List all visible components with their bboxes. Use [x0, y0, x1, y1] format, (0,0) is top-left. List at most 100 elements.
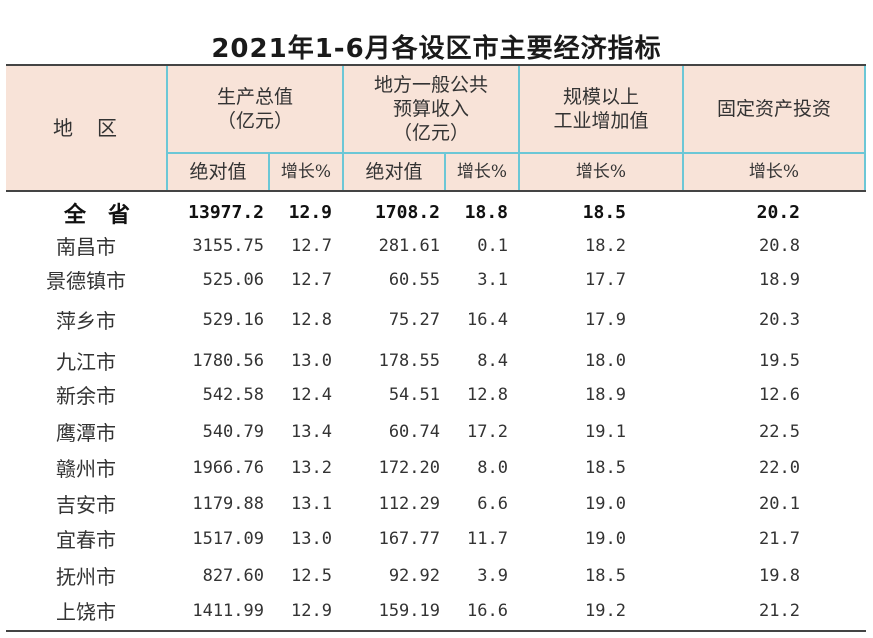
- cell-gdp: 1966.76: [192, 457, 264, 478]
- cell-ind: 18.0: [585, 350, 626, 371]
- cell-budget: 60.74: [388, 421, 440, 442]
- cell-budget: 75.27: [388, 309, 440, 330]
- header-budget-growth: 增长%: [456, 162, 508, 182]
- cell-gdp-g: 13.0: [291, 350, 332, 371]
- cell-ind: 17.7: [585, 269, 626, 290]
- header-industry: 规模以上 工业增加值: [553, 86, 649, 132]
- cell-budget: 92.92: [388, 565, 440, 586]
- region-name: 全省: [63, 201, 152, 228]
- header-divider: [682, 66, 684, 190]
- cell-budget-g: 3.9: [477, 565, 508, 586]
- cell-ind: 18.9: [585, 384, 626, 405]
- cell-budget-g: 8.4: [477, 350, 508, 371]
- cell-budget-g: 11.7: [467, 528, 508, 549]
- cell-budget-g: 3.1: [477, 269, 508, 290]
- cell-budget: 167.77: [378, 528, 440, 549]
- cell-budget: 178.55: [378, 350, 440, 371]
- cell-gdp-g: 12.9: [288, 202, 332, 223]
- header-gdp-abs: 绝对值: [189, 161, 247, 183]
- cell-budget: 112.29: [378, 493, 440, 514]
- table-title: 2021年1-6月各设区市主要经济指标: [211, 34, 662, 64]
- cell-inv: 19.8: [759, 565, 800, 586]
- region-name: 鹰潭市: [56, 421, 116, 445]
- header-investment: 固定资产投资: [716, 98, 831, 120]
- region-name: 景德镇市: [46, 269, 126, 293]
- cell-inv: 12.6: [759, 384, 800, 405]
- region-name: 萍乡市: [56, 309, 116, 333]
- cell-ind: 18.5: [582, 202, 626, 223]
- cell-ind: 18.5: [585, 457, 626, 478]
- header-investment-growth: 增长%: [748, 162, 800, 182]
- cell-inv: 22.0: [759, 457, 800, 478]
- cell-budget: 60.55: [388, 269, 440, 290]
- region-name: 九江市: [56, 350, 116, 374]
- header-budget: 地方一般公共 预算收入 （亿元）: [373, 74, 488, 144]
- table-row-total: 全省 13977.2 12.9 1708.2 18.8 18.5 20.2: [6, 196, 866, 229]
- cell-inv: 21.7: [759, 528, 800, 549]
- cell-gdp-g: 12.7: [291, 235, 332, 256]
- cell-ind: 19.0: [585, 528, 626, 549]
- cell-gdp: 827.60: [202, 565, 264, 586]
- cell-gdp-g: 12.7: [291, 269, 332, 290]
- cell-budget-g: 18.8: [464, 202, 508, 223]
- cell-gdp: 3155.75: [192, 235, 264, 256]
- cell-budget: 172.20: [378, 457, 440, 478]
- header-gdp: 生产总值 （亿元）: [216, 86, 293, 132]
- cell-gdp-g: 13.4: [291, 421, 332, 442]
- table-row: 赣州市 1966.76 13.2 172.20 8.0 18.5 22.0: [6, 451, 866, 484]
- cell-ind: 19.2: [585, 600, 626, 621]
- header-divider: [342, 66, 344, 190]
- cell-budget: 159.19: [378, 600, 440, 621]
- cell-gdp: 1411.99: [192, 600, 264, 621]
- table-bottom-rule: [6, 630, 866, 632]
- cell-ind: 18.2: [585, 235, 626, 256]
- region-name: 宜春市: [56, 528, 116, 552]
- cell-gdp-g: 12.5: [291, 565, 332, 586]
- cell-budget-g: 17.2: [467, 421, 508, 442]
- cell-inv: 21.2: [759, 600, 800, 621]
- header-region: 地 区: [53, 116, 119, 140]
- cell-budget: 54.51: [388, 384, 440, 405]
- cell-gdp-g: 12.9: [291, 600, 332, 621]
- table-row: 萍乡市 529.16 12.8 75.27 16.4 17.9 20.3: [6, 303, 866, 336]
- cell-inv: 20.2: [756, 202, 800, 223]
- cell-inv: 20.1: [759, 493, 800, 514]
- table-row: 新余市 542.58 12.4 54.51 12.8 18.9 12.6: [6, 378, 866, 411]
- cell-gdp: 529.16: [202, 309, 264, 330]
- table-row: 抚州市 827.60 12.5 92.92 3.9 18.5 19.8: [6, 559, 866, 592]
- cell-ind: 18.5: [585, 565, 626, 586]
- header-divider: [166, 152, 866, 154]
- cell-gdp-g: 12.8: [291, 309, 332, 330]
- cell-budget-g: 6.6: [477, 493, 508, 514]
- header-industry-growth: 增长%: [575, 162, 627, 182]
- table-header: 地 区 生产总值 （亿元） 地方一般公共 预算收入 （亿元） 规模以上 工业增加…: [6, 64, 866, 192]
- table-row: 景德镇市 525.06 12.7 60.55 3.1 17.7 18.9: [6, 263, 866, 296]
- cell-gdp-g: 12.4: [291, 384, 332, 405]
- region-name: 南昌市: [56, 235, 116, 259]
- cell-gdp: 540.79: [202, 421, 264, 442]
- header-gdp-growth: 增长%: [280, 162, 332, 182]
- header-divider: [444, 152, 446, 190]
- table-row: 上饶市 1411.99 12.9 159.19 16.6 19.2 21.2: [6, 594, 866, 627]
- cell-gdp-g: 13.2: [291, 457, 332, 478]
- cell-gdp: 1780.56: [192, 350, 264, 371]
- region-name: 抚州市: [56, 565, 116, 589]
- cell-budget-g: 16.6: [467, 600, 508, 621]
- cell-budget-g: 8.0: [477, 457, 508, 478]
- region-name: 上饶市: [56, 600, 116, 624]
- cell-gdp-g: 13.0: [291, 528, 332, 549]
- table-row: 宜春市 1517.09 13.0 167.77 11.7 19.0 21.7: [6, 522, 866, 555]
- cell-ind: 19.1: [585, 421, 626, 442]
- table-row: 南昌市 3155.75 12.7 281.61 0.1 18.2 20.8: [6, 229, 866, 262]
- cell-budget-g: 0.1: [477, 235, 508, 256]
- cell-inv: 18.9: [759, 269, 800, 290]
- region-name: 赣州市: [56, 457, 116, 481]
- cell-budget-g: 12.8: [467, 384, 508, 405]
- header-divider: [864, 66, 866, 190]
- cell-budget: 281.61: [378, 235, 440, 256]
- cell-budget: 1708.2: [374, 202, 440, 223]
- cell-inv: 20.8: [759, 235, 800, 256]
- cell-inv: 20.3: [759, 309, 800, 330]
- table-row: 吉安市 1179.88 13.1 112.29 6.6 19.0 20.1: [6, 487, 866, 520]
- table-row: 九江市 1780.56 13.0 178.55 8.4 18.0 19.5: [6, 344, 866, 377]
